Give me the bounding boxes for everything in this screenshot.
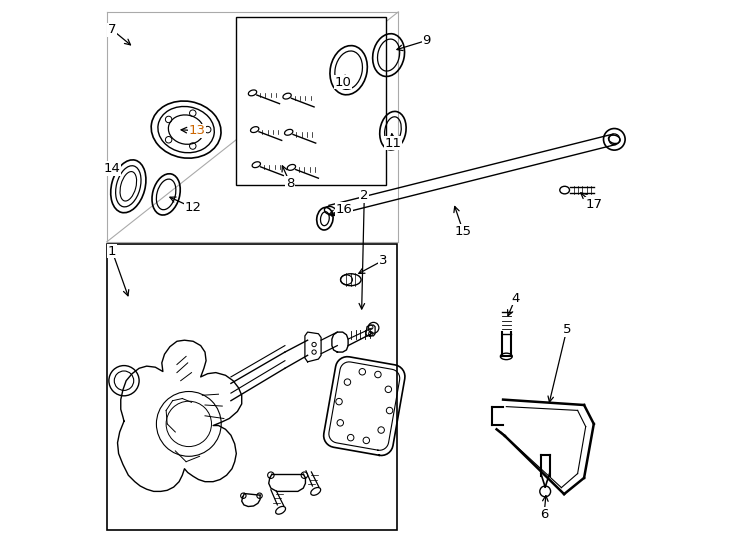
Text: 17: 17 bbox=[585, 198, 603, 211]
Text: 6: 6 bbox=[540, 508, 548, 521]
Text: 2: 2 bbox=[360, 189, 368, 202]
Bar bbox=[236, 17, 386, 185]
Text: 12: 12 bbox=[185, 201, 202, 214]
Text: 4: 4 bbox=[512, 292, 520, 305]
Text: 9: 9 bbox=[422, 34, 431, 47]
Text: 13: 13 bbox=[189, 124, 206, 137]
Text: 10: 10 bbox=[334, 76, 351, 89]
Text: 7: 7 bbox=[108, 23, 117, 36]
Text: 16: 16 bbox=[336, 203, 353, 216]
Text: 11: 11 bbox=[385, 137, 401, 150]
Text: 3: 3 bbox=[379, 254, 388, 267]
Text: 5: 5 bbox=[562, 323, 571, 336]
Text: 15: 15 bbox=[454, 225, 472, 238]
Bar bbox=[106, 244, 397, 530]
Text: 1: 1 bbox=[108, 245, 117, 258]
Text: 8: 8 bbox=[286, 177, 294, 190]
Text: 14: 14 bbox=[103, 162, 120, 175]
